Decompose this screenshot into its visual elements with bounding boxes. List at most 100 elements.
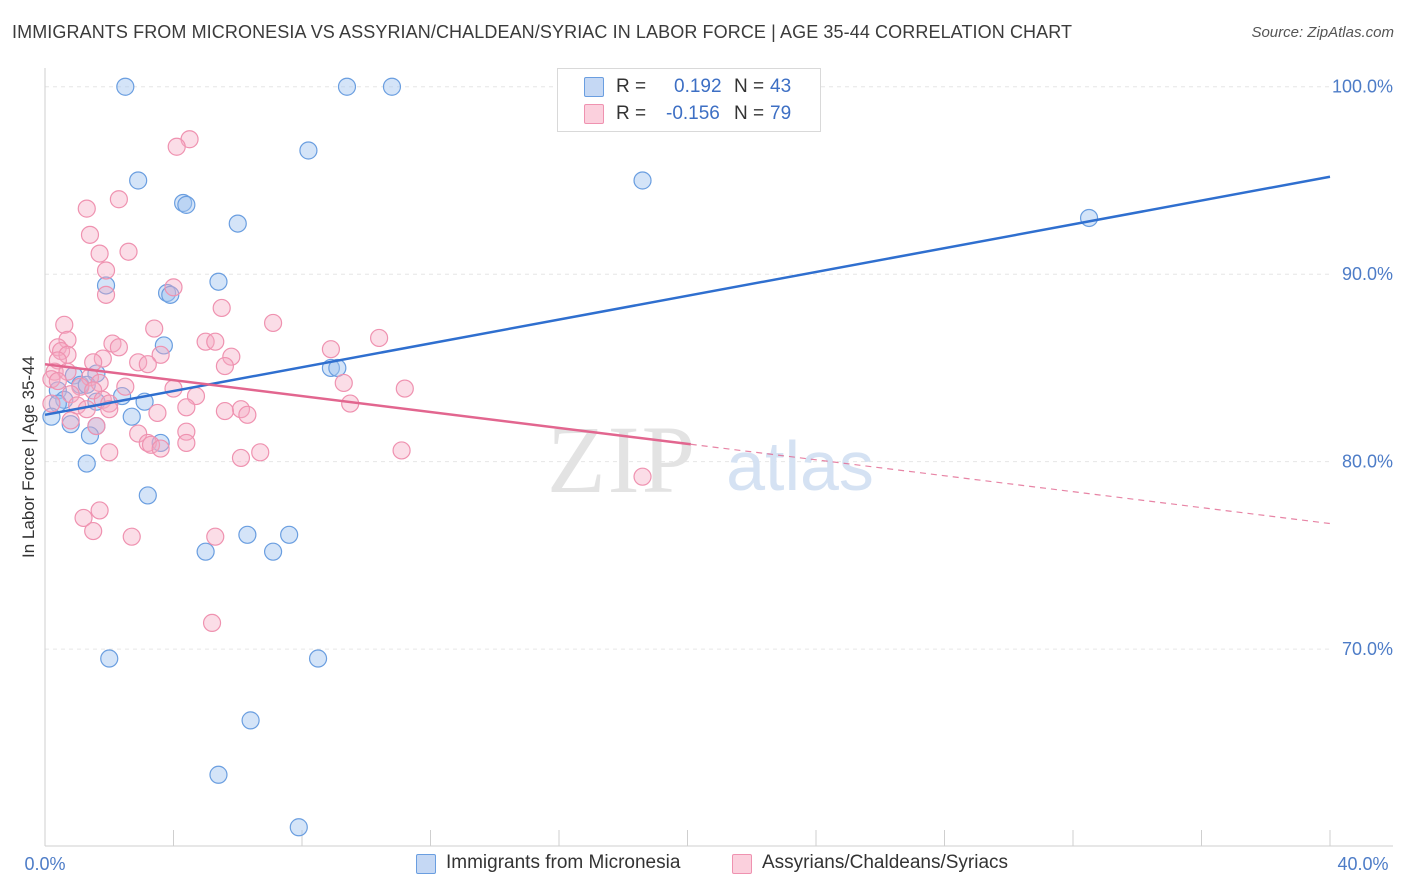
stats-legend: R = 0.192 N = 43 R = -0.156 N = 79 — [557, 68, 821, 132]
point-micronesia — [80, 426, 100, 445]
point-assyrian — [42, 394, 61, 413]
point-assyrian — [87, 416, 106, 436]
legend-n-label: N = — [734, 76, 765, 97]
point-assyrian — [80, 225, 100, 244]
point-micronesia — [263, 542, 283, 561]
point-assyrian — [96, 285, 116, 304]
legend-r-value: -0.156 — [666, 103, 720, 124]
legend-r-label: R = — [616, 103, 647, 124]
source-label: Source: ZipAtlas.com — [1251, 24, 1394, 41]
point-assyrian — [370, 328, 389, 348]
point-assyrian — [109, 338, 128, 357]
point-assyrian — [212, 298, 231, 318]
watermark-atlas: atlas — [726, 427, 874, 505]
point-micronesia — [209, 272, 228, 291]
point-assyrian — [58, 330, 77, 349]
point-assyrian — [90, 501, 109, 520]
data-points — [42, 77, 1099, 837]
point-assyrian — [206, 527, 225, 546]
point-assyrian — [321, 340, 341, 359]
point-assyrian — [100, 443, 119, 462]
point-micronesia — [177, 195, 196, 214]
point-micronesia — [382, 77, 402, 96]
point-assyrian — [196, 332, 215, 351]
point-micronesia — [337, 77, 357, 96]
point-assyrian — [206, 332, 225, 351]
point-assyrian — [238, 405, 257, 424]
legend-n-value: 79 — [770, 103, 792, 124]
point-micronesia — [633, 171, 652, 190]
point-micronesia — [1079, 208, 1099, 228]
point-assyrian — [148, 403, 167, 423]
point-micronesia — [238, 525, 257, 544]
point-assyrian — [633, 467, 652, 486]
y-tick-label: 90.0% — [1342, 264, 1393, 284]
point-assyrian — [177, 433, 196, 453]
trend-line-assyrian-dashed — [690, 443, 1331, 525]
point-assyrian — [116, 377, 135, 396]
point-micronesia — [241, 711, 260, 730]
y-tick-label: 70.0% — [1342, 639, 1393, 659]
point-assyrian — [231, 448, 251, 468]
point-assyrian — [164, 379, 183, 398]
point-assyrian — [145, 319, 164, 338]
point-assyrian — [61, 385, 80, 404]
point-assyrian — [141, 435, 161, 454]
point-micronesia — [174, 193, 193, 213]
y-tick-label: 80.0% — [1342, 452, 1393, 472]
point-assyrian — [109, 190, 128, 209]
point-assyrian — [392, 441, 411, 460]
legend-r-label: R = — [616, 76, 647, 97]
legend-swatch-blue — [584, 77, 604, 97]
point-assyrian — [42, 370, 61, 389]
point-micronesia — [228, 214, 247, 233]
point-assyrian — [138, 355, 157, 374]
point-assyrian — [77, 199, 96, 218]
point-assyrian — [119, 242, 138, 261]
axes — [44, 68, 1393, 847]
point-assyrian — [177, 398, 196, 417]
legend-n-value: 43 — [770, 76, 792, 97]
watermark: ZIP atlas — [547, 406, 874, 513]
x-tick-label: 40.0% — [1337, 854, 1388, 874]
point-assyrian — [55, 315, 74, 334]
trend-lines — [44, 175, 1331, 525]
y-tick-labels: 70.0% 80.0% 90.0% 100.0% — [1332, 77, 1393, 659]
grid-lines — [45, 86, 1330, 650]
x-tick-label: 0.0% — [24, 854, 65, 874]
point-micronesia — [280, 525, 299, 544]
point-assyrian — [215, 356, 234, 376]
point-assyrian — [96, 261, 116, 280]
point-assyrian — [334, 373, 353, 393]
point-assyrian — [263, 313, 283, 333]
point-assyrian — [167, 137, 186, 156]
point-micronesia — [77, 454, 96, 473]
point-assyrian — [395, 379, 414, 398]
bottom-legend-swatch-pink — [732, 854, 752, 874]
point-micronesia — [289, 818, 308, 837]
point-micronesia — [209, 765, 228, 784]
point-assyrian — [215, 401, 234, 421]
point-assyrian — [90, 244, 109, 263]
legend-swatch-pink — [584, 104, 604, 124]
point-assyrian — [222, 347, 241, 366]
point-micronesia — [129, 171, 148, 190]
point-assyrian — [151, 345, 170, 364]
point-assyrian — [151, 439, 170, 458]
point-assyrian — [61, 411, 80, 430]
point-micronesia — [138, 486, 157, 505]
bottom-legend-swatch-blue — [416, 854, 436, 874]
point-assyrian — [164, 278, 183, 297]
point-assyrian — [93, 349, 112, 368]
chart-title: IMMIGRANTS FROM MICRONESIA VS ASSYRIAN/C… — [12, 22, 1073, 42]
point-assyrian — [251, 443, 270, 462]
point-assyrian — [74, 508, 93, 528]
legend-r-value: 0.192 — [674, 76, 722, 97]
point-micronesia — [308, 649, 328, 668]
point-assyrian — [202, 613, 222, 633]
point-assyrian — [129, 424, 148, 443]
trend-line-assyrian — [44, 362, 691, 446]
point-micronesia — [196, 542, 215, 561]
point-micronesia — [122, 407, 141, 426]
